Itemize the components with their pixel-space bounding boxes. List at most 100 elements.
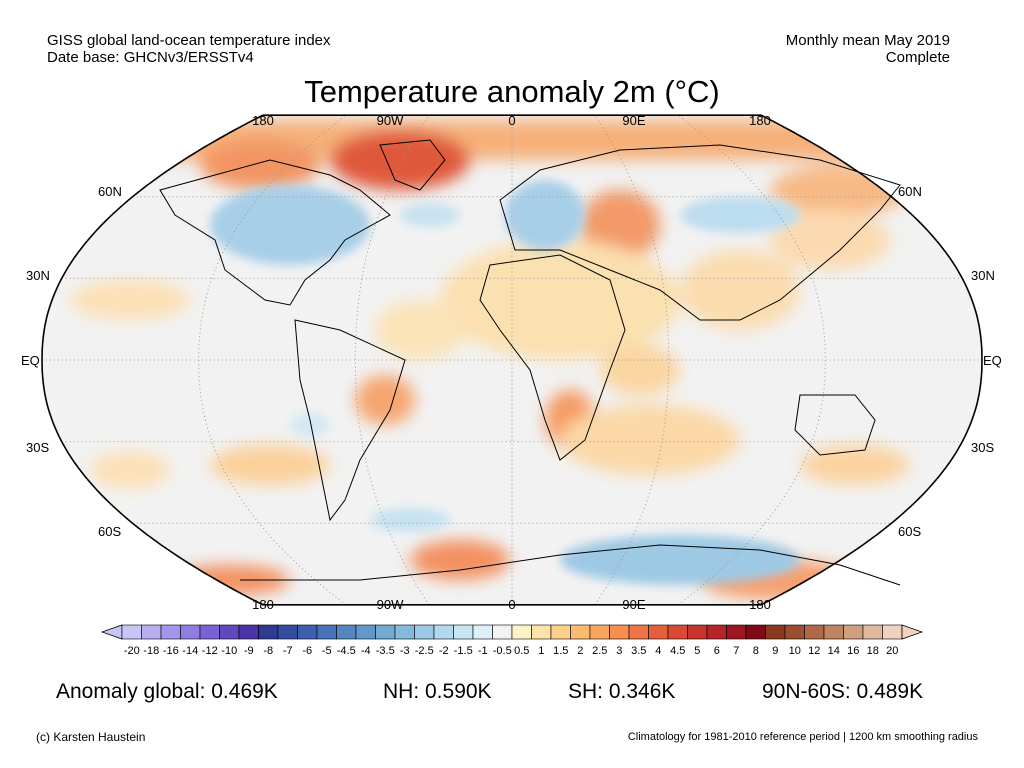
colorbar-swatch (687, 624, 708, 640)
map-outline (41, 114, 983, 606)
lon-label-top-180e: 180 (749, 113, 771, 128)
lat-label-right-60n: 60N (898, 184, 922, 199)
stat-sh: SH: 0.346K (568, 680, 676, 703)
period-label: Monthly mean May 2019 (785, 32, 950, 49)
colorbar-tick-label: 7 (733, 645, 740, 657)
graticule-meridian (594, 114, 670, 606)
colorbar-tick-label: 4 (655, 645, 662, 657)
colorbar-tick-label: -10 (221, 645, 238, 657)
colorbar-tick-label: -4 (360, 645, 371, 657)
colorbar-tick-label: 5 (694, 645, 701, 657)
colorbar-swatch (823, 624, 844, 640)
lon-label-bottom-90e: 90E (622, 597, 646, 612)
colorbar-swatch (570, 624, 591, 640)
colorbar-swatch (745, 624, 766, 640)
lon-label-bottom-180w: 180 (252, 597, 274, 612)
colorbar-swatch (472, 624, 493, 640)
colorbar-swatch (531, 624, 552, 640)
colorbar-arrow-high (901, 624, 924, 640)
colorbar-tick-label: 1.5 (553, 645, 569, 657)
colorbar-tick-label: -7 (282, 645, 293, 657)
lat-label-left-60n: 60N (98, 184, 122, 199)
colorbar-tick-label: 16 (847, 645, 860, 657)
colorbar-tick-label: -1.5 (453, 645, 473, 657)
colorbar-swatch (628, 624, 649, 640)
colorbar-swatch (784, 624, 805, 640)
colorbar-tick-label: -2.5 (414, 645, 434, 657)
colorbar-swatch (316, 624, 337, 640)
colorbar-tick-label: -16 (162, 645, 179, 657)
lon-label-top-0: 0 (508, 113, 516, 128)
completeness-label: Complete (885, 49, 950, 66)
colorbar-swatch (589, 624, 610, 640)
colorbar-swatch (238, 624, 259, 640)
colorbar-swatch (765, 624, 786, 640)
colorbar-tick-label: -1 (477, 645, 488, 657)
colorbar-swatch (258, 624, 279, 640)
colorbar-swatch (433, 624, 454, 640)
colorbar-tick-label: -6 (302, 645, 313, 657)
colorbar-swatch (277, 624, 298, 640)
colorbar-swatch (550, 624, 571, 640)
colorbar-swatch (180, 624, 201, 640)
colorbar-tick-label: 12 (808, 645, 821, 657)
colorbar-tick-label: 3.5 (631, 645, 647, 657)
colorbar-swatch (121, 624, 142, 640)
colorbar-swatch (355, 624, 376, 640)
colorbar-swatch (667, 624, 688, 640)
lat-label-left-30s: 30S (26, 440, 50, 455)
lat-label-right-eq: EQ (983, 353, 1002, 368)
colorbar-arrow-low (100, 624, 123, 640)
colorbar-swatch (862, 624, 883, 640)
lat-label-right-30s: 30S (971, 440, 995, 455)
colorbar-tick-label: 2.5 (592, 645, 608, 657)
colorbar-tick-label: 14 (827, 645, 840, 657)
stat-nh: NH: 0.590K (383, 680, 492, 703)
data-base-label: Date base: GHCNv3/ERSSTv4 (47, 49, 254, 66)
colorbar-tick-label: 8 (752, 645, 759, 657)
colorbar-swatch (375, 624, 396, 640)
colorbar-swatch (726, 624, 747, 640)
colorbar-tick-label: -18 (143, 645, 160, 657)
colorbar-tick-label: -5 (321, 645, 332, 657)
colorbar-tick-label: 6 (713, 645, 720, 657)
map-title: Temperature anomaly 2m (°C) (304, 74, 720, 109)
colorbar-swatch (219, 624, 240, 640)
colorbar-swatch (804, 624, 825, 640)
colorbar-tick-label: 20 (886, 645, 899, 657)
colorbar-swatch (882, 624, 903, 640)
colorbar-tick-label: -14 (182, 645, 199, 657)
dataset-title: GISS global land-ocean temperature index (47, 32, 331, 49)
colorbar-tick-label: -20 (123, 645, 140, 657)
colorbar-tick-label: -12 (201, 645, 218, 657)
colorbar-swatch (394, 624, 415, 640)
colorbar-tick-label: -4.5 (336, 645, 356, 657)
colorbar-swatch (453, 624, 474, 640)
colorbar-tick-label: -3.5 (375, 645, 395, 657)
colorbar-swatch (648, 624, 669, 640)
lon-label-top-180w: 180 (252, 113, 274, 128)
colorbar-swatch (199, 624, 220, 640)
lon-label-bottom-180e: 180 (749, 597, 771, 612)
methodology-note: Climatology for 1981-2010 reference peri… (627, 731, 978, 743)
lon-label-top-90e: 90E (622, 113, 646, 128)
anomaly-field-layer (70, 120, 920, 600)
copyright: (c) Karsten Haustein (36, 730, 146, 744)
colorbar-swatch (843, 624, 864, 640)
graticule-meridian (354, 114, 430, 606)
colorbar-tick-label: 3 (616, 645, 623, 657)
lat-label-left-60s: 60S (98, 524, 122, 539)
lat-label-left-eq: EQ (21, 353, 40, 368)
lat-label-left-30n: 30N (26, 268, 50, 283)
graticule (42, 114, 982, 606)
colorbar-swatch (297, 624, 318, 640)
lat-label-right-60s: 60S (898, 524, 922, 539)
lat-label-right-30n: 30N (971, 268, 995, 283)
colorbar-swatch (511, 624, 532, 640)
lon-label-top-90w: 90W (376, 113, 404, 128)
colorbar-tick-label: -3 (399, 645, 410, 657)
colorbar-tick-label: -9 (243, 645, 254, 657)
colorbar-swatch (609, 624, 630, 640)
colorbar-swatch (160, 624, 181, 640)
